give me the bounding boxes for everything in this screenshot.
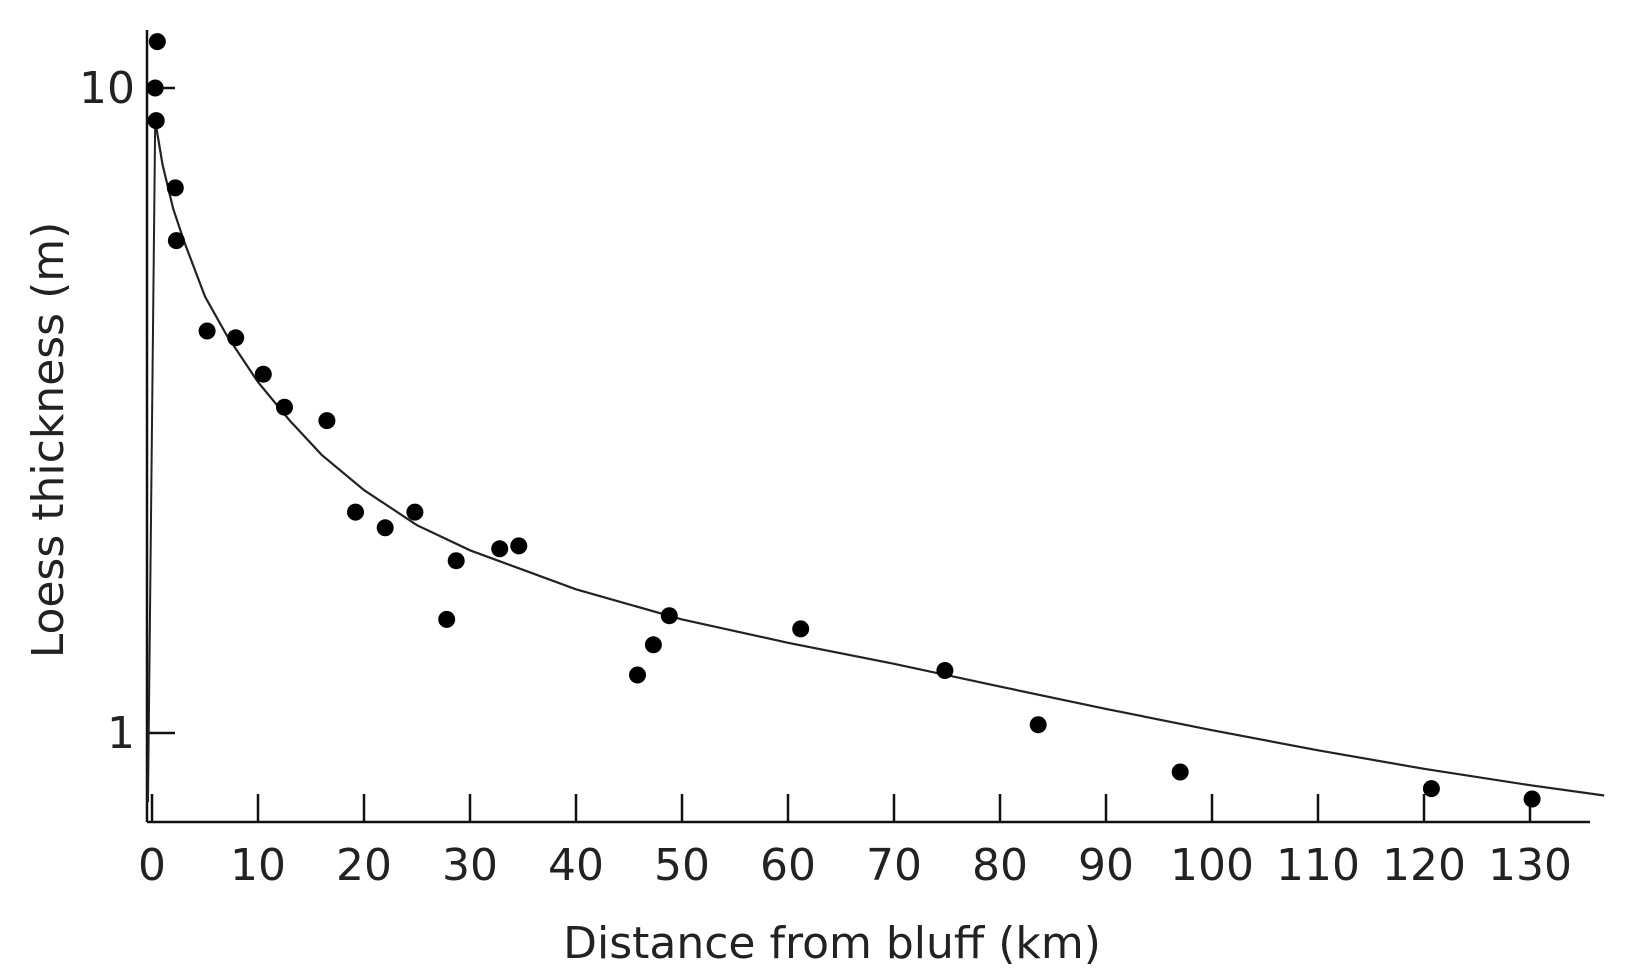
data-point <box>347 503 364 521</box>
x-tick-label: 50 <box>654 840 710 891</box>
x-tick-label: 70 <box>866 840 922 891</box>
data-point <box>146 79 164 97</box>
fit-curve <box>154 120 1605 797</box>
x-tick-label: 60 <box>760 840 816 891</box>
x-tick-label: 120 <box>1382 840 1466 891</box>
data-point <box>254 365 272 383</box>
x-tick-label: 0 <box>138 840 166 891</box>
x-tick-label: 20 <box>336 840 392 891</box>
data-point <box>644 636 662 654</box>
data-point <box>376 519 394 537</box>
y-tick-label: 1 <box>107 708 135 759</box>
data-point <box>629 666 646 684</box>
data-point <box>936 662 954 679</box>
data-points-group <box>146 33 1541 808</box>
data-point <box>1171 763 1189 781</box>
y-tick-label: 10 <box>79 63 135 114</box>
data-point <box>438 610 456 628</box>
data-point <box>276 398 293 416</box>
data-point <box>147 112 165 130</box>
chart-axes <box>145 30 1590 824</box>
data-point <box>318 412 336 430</box>
data-point <box>660 607 678 625</box>
data-point <box>1523 790 1541 808</box>
data-point <box>227 329 245 347</box>
x-tick-label: 40 <box>548 840 604 891</box>
data-point <box>447 552 465 570</box>
x-tick-label: 110 <box>1276 840 1360 891</box>
y-axis-title: Loess thickness (m) <box>23 222 74 659</box>
data-point <box>166 179 184 197</box>
x-tick-label: 90 <box>1078 840 1134 891</box>
data-point <box>792 620 810 638</box>
x-tick-label: 10 <box>230 840 286 891</box>
data-point <box>148 33 166 51</box>
data-point <box>1029 716 1047 734</box>
data-point <box>510 537 528 555</box>
data-point <box>491 540 509 558</box>
x-tick-label: 80 <box>972 840 1028 891</box>
data-point <box>167 232 185 250</box>
fit-curve-rise <box>147 120 157 803</box>
x-tick-label: 130 <box>1488 840 1572 891</box>
data-point <box>198 322 216 340</box>
x-axis-title: Distance from bluff (km) <box>563 918 1101 969</box>
x-tick-label: 30 <box>442 840 498 891</box>
x-tick-label: 100 <box>1170 840 1254 891</box>
fit-curve-group <box>147 120 1605 803</box>
data-point <box>406 503 424 521</box>
data-point <box>1422 780 1440 798</box>
